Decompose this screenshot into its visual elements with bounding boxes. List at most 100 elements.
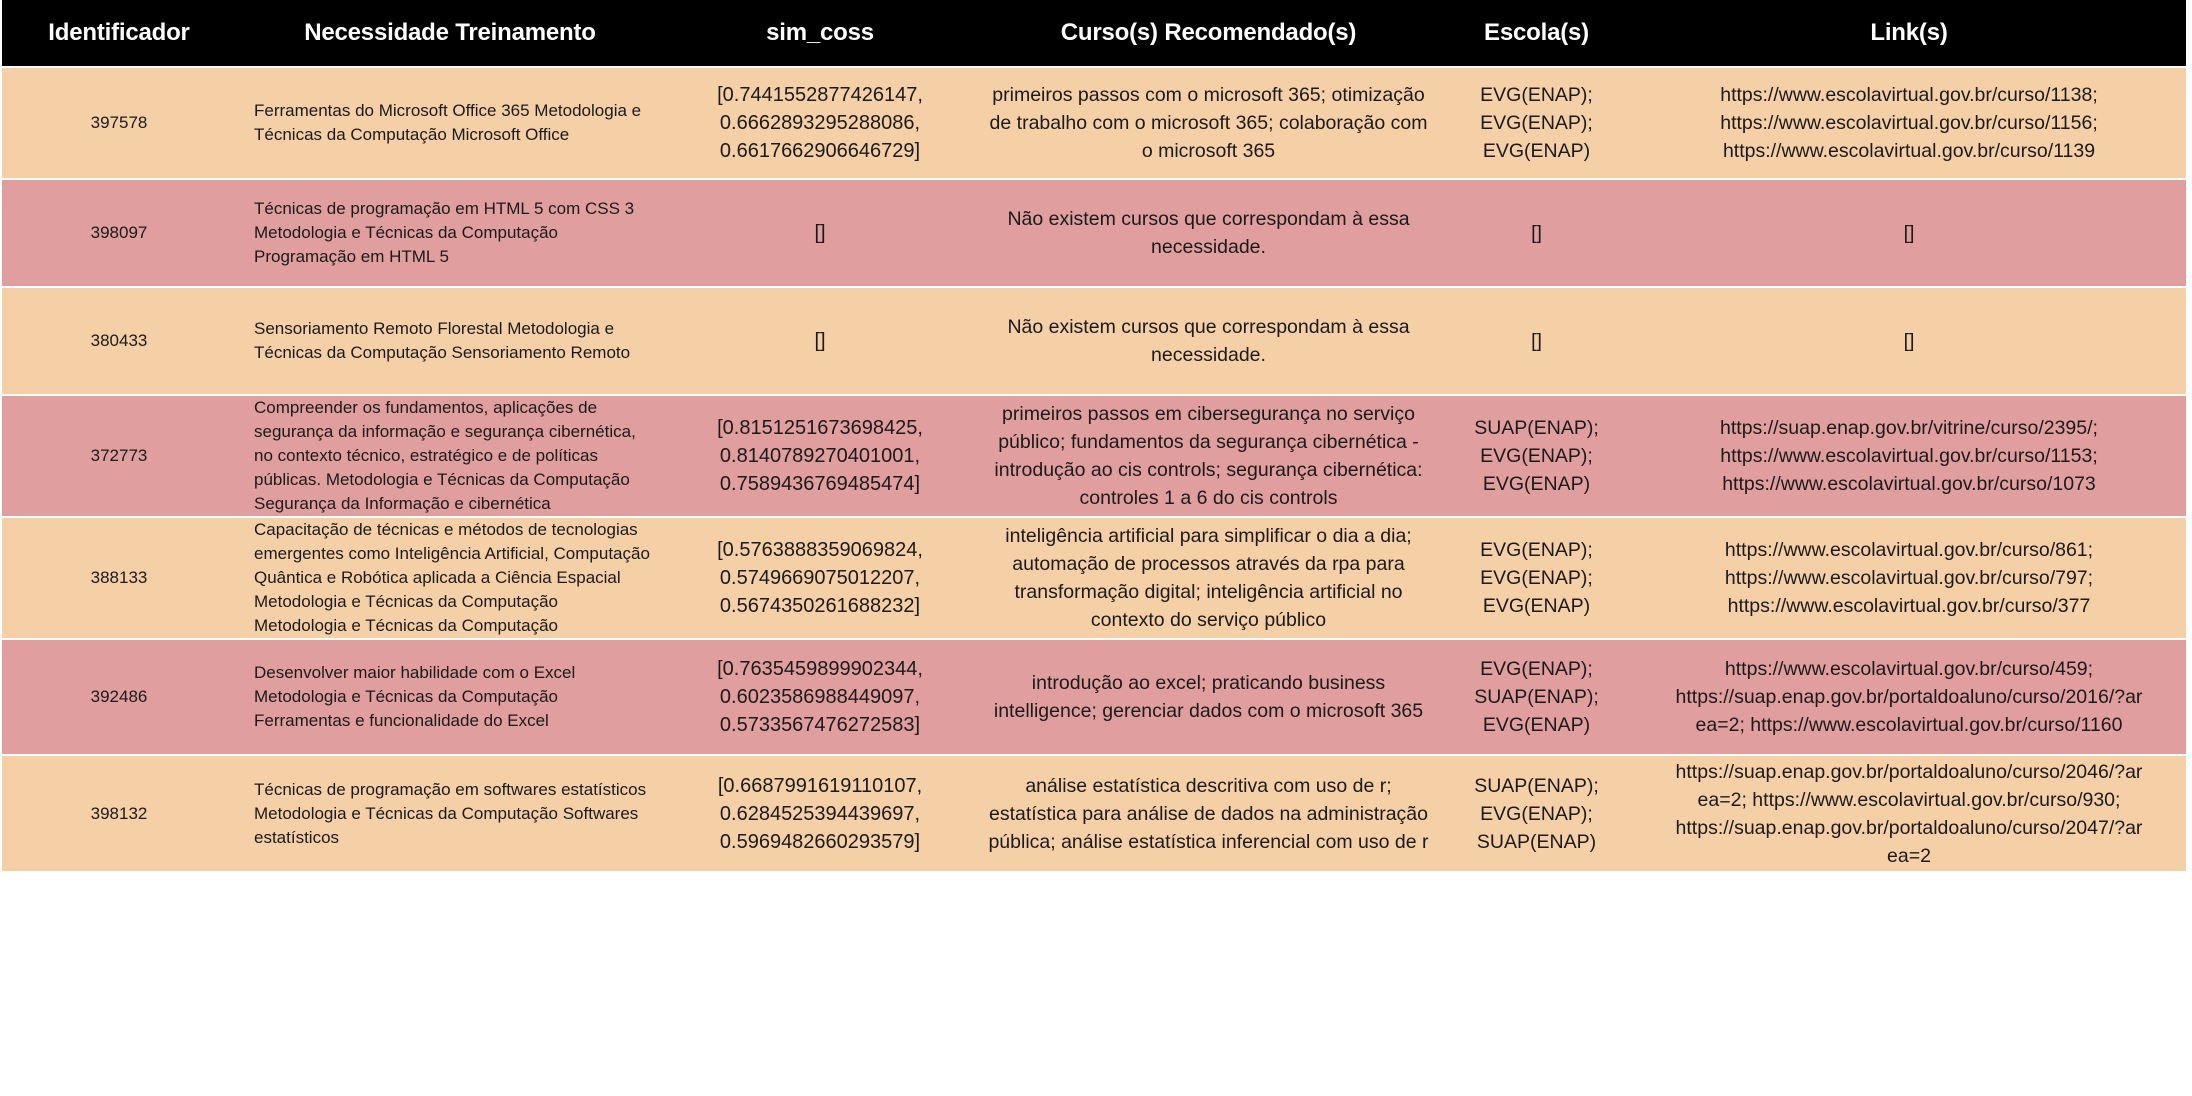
header-sim-coss: sim_coss [664, 0, 976, 67]
cell-necessidade: Desenvolver maior habilidade com o Excel… [236, 638, 664, 755]
cell-necessidade: Capacitação de técnicas e métodos de tec… [236, 516, 664, 639]
cell-necessidade: Compreender os fundamentos, aplicações d… [236, 394, 664, 517]
cell-escolas: SUAP(ENAP); EVG(ENAP); SUAP(ENAP) [1441, 754, 1632, 871]
link-value[interactable]: [] [1903, 222, 1915, 244]
cell-links: [] [1632, 286, 2186, 395]
header-escolas: Escola(s) [1441, 0, 1632, 67]
escola-value: SUAP(ENAP); [1474, 774, 1599, 797]
sim-value: 0.5749669075012207, [719, 567, 921, 589]
escola-value: EVG(ENAP) [1482, 140, 1591, 162]
cell-sim-coss: [0.5763888359069824, 0.5749669075012207, 0… [664, 516, 976, 639]
sim-value: 0.5733567476272583] [719, 714, 921, 736]
table-body: 397578 Ferramentas do Microsoft Office 36… [2, 66, 2186, 871]
header-links: Link(s) [1632, 0, 2186, 67]
link-value[interactable]: https://suap.enap.gov.br/portaldoaluno/c… [1675, 816, 2143, 839]
cell-links: https://www.escolavirtual.gov.br/curso/8… [1632, 516, 2186, 639]
escola-value: EVG(ENAP); [1480, 567, 1593, 589]
cell-necessidade: Técnicas de programação em HTML 5 com CS… [236, 178, 664, 287]
sim-value: [] [814, 330, 826, 352]
cell-identificador: 388133 [2, 516, 236, 639]
cell-identificador: 398132 [2, 754, 236, 871]
cell-links: https://www.escolavirtual.gov.br/curso/4… [1632, 638, 2186, 755]
sim-value: 0.5969482660293579] [719, 830, 921, 853]
escola-value: [] [1531, 222, 1542, 244]
header-identificador: Identificador [2, 0, 236, 67]
link-value[interactable]: https://www.escolavirtual.gov.br/curso/4… [1724, 658, 2094, 680]
sim-value: [] [814, 222, 826, 244]
cell-identificador: 398097 [2, 178, 236, 287]
cell-necessidade: Sensoriamento Remoto Florestal Metodolog… [236, 286, 664, 395]
link-value[interactable]: [] [1903, 330, 1915, 352]
cell-links: [] [1632, 178, 2186, 287]
escola-value: EVG(ENAP) [1482, 714, 1591, 736]
cell-identificador: 397578 [2, 66, 236, 179]
sim-value: 0.7589436769485474] [719, 473, 921, 495]
cell-escolas: [] [1441, 178, 1632, 287]
cell-sim-coss: [0.7441552877426147, 0.6662893295288086, 0… [664, 66, 976, 179]
cell-escolas: EVG(ENAP); EVG(ENAP); EVG(ENAP) [1441, 516, 1632, 639]
cell-links: https://suap.enap.gov.br/portaldoaluno/c… [1632, 754, 2186, 871]
cell-cursos: primeiros passos em cibersegurança no se… [976, 394, 1441, 517]
escola-value: EVG(ENAP); [1480, 802, 1593, 825]
cell-cursos: inteligência artificial para simplificar… [976, 516, 1441, 639]
link-value[interactable]: https://suap.enap.gov.br/vitrine/curso/2… [1720, 417, 2098, 439]
escola-value: EVG(ENAP); [1480, 84, 1593, 106]
sim-value: 0.6284525394439697, [719, 802, 921, 825]
cell-escolas: EVG(ENAP); SUAP(ENAP); EVG(ENAP) [1441, 638, 1632, 755]
link-value[interactable]: ea=2; https://www.escolavirtual.gov.br/c… [1695, 714, 2123, 736]
cell-cursos: introdução ao excel; praticando business… [976, 638, 1441, 755]
link-value[interactable]: https://suap.enap.gov.br/portaldoaluno/c… [1675, 686, 2143, 708]
cell-sim-coss: [0.8151251673698425, 0.8140789270401001, 0… [664, 394, 976, 517]
escola-value: EVG(ENAP) [1482, 473, 1591, 495]
header-cursos: Curso(s) Recomendado(s) [976, 0, 1441, 67]
header-row: Identificador Necessidade Treinamento si… [2, 0, 2186, 67]
escola-value: SUAP(ENAP) [1476, 830, 1597, 853]
cell-escolas: SUAP(ENAP); EVG(ENAP); EVG(ENAP) [1441, 394, 1632, 517]
link-value[interactable]: https://www.escolavirtual.gov.br/curso/8… [1724, 539, 2094, 561]
escola-value: SUAP(ENAP); [1474, 417, 1599, 439]
escola-value: EVG(ENAP) [1482, 595, 1591, 617]
table-row: 388133 Capacitação de técnicas e métodos … [2, 516, 2186, 639]
table-row: 392486 Desenvolver maior habilidade com o… [2, 638, 2186, 755]
link-value[interactable]: ea=2 [1887, 844, 1931, 867]
cell-escolas: EVG(ENAP); EVG(ENAP); EVG(ENAP) [1441, 66, 1632, 179]
table-row: 372773 Compreender os fundamentos, aplica… [2, 394, 2186, 517]
escola-value: EVG(ENAP); [1480, 539, 1593, 561]
link-value[interactable]: https://www.escolavirtual.gov.br/curso/1… [1720, 445, 2098, 467]
sim-value: 0.6617662906646729] [719, 140, 921, 162]
escola-value: EVG(ENAP); [1480, 445, 1593, 467]
cell-necessidade: Técnicas de programação em softwares est… [236, 754, 664, 871]
cell-links: https://www.escolavirtual.gov.br/curso/1… [1632, 66, 2186, 179]
link-value[interactable]: ea=2; https://www.escolavirtual.gov.br/c… [1697, 788, 2121, 811]
link-value[interactable]: https://www.escolavirtual.gov.br/curso/1… [1720, 84, 2098, 106]
cell-links: https://suap.enap.gov.br/vitrine/curso/2… [1632, 394, 2186, 517]
sim-value: 0.8140789270401001, [719, 445, 921, 467]
sim-value: [0.8151251673698425, [717, 417, 923, 439]
link-value[interactable]: https://www.escolavirtual.gov.br/curso/1… [1722, 473, 2096, 495]
cell-sim-coss: [] [664, 286, 976, 395]
cell-identificador: 380433 [2, 286, 236, 395]
table-row: 397578 Ferramentas do Microsoft Office 36… [2, 66, 2186, 179]
header-necessidade: Necessidade Treinamento [236, 0, 664, 67]
link-value[interactable]: https://www.escolavirtual.gov.br/curso/3… [1727, 595, 2091, 617]
cell-identificador: 372773 [2, 394, 236, 517]
escola-value: EVG(ENAP); [1480, 112, 1593, 134]
link-value[interactable]: https://www.escolavirtual.gov.br/curso/1… [1722, 140, 2096, 162]
table-row: 398132 Técnicas de programação em softwar… [2, 754, 2186, 871]
sim-value: 0.6023586988449097, [719, 686, 921, 708]
sim-value: [0.6687991619110107, [717, 774, 923, 797]
cell-sim-coss: [0.6687991619110107, 0.6284525394439697, 0… [664, 754, 976, 871]
table-row: 398097 Técnicas de programação em HTML 5 … [2, 178, 2186, 287]
link-value[interactable]: https://www.escolavirtual.gov.br/curso/1… [1720, 112, 2098, 134]
link-value[interactable]: https://suap.enap.gov.br/portaldoaluno/c… [1675, 760, 2143, 783]
cell-sim-coss: [0.7635459899902344, 0.6023586988449097, 0… [664, 638, 976, 755]
cell-cursos: Não existem cursos que correspondam à es… [976, 286, 1441, 395]
sim-value: [0.5763888359069824, [717, 539, 923, 561]
table-row: 380433 Sensoriamento Remoto Florestal Met… [2, 286, 2186, 395]
cell-escolas: [] [1441, 286, 1632, 395]
link-value[interactable]: https://www.escolavirtual.gov.br/curso/7… [1724, 567, 2094, 589]
cell-sim-coss: [] [664, 178, 976, 287]
cell-cursos: primeiros passos com o microsoft 365; ot… [976, 66, 1441, 179]
escola-value: [] [1531, 330, 1542, 352]
